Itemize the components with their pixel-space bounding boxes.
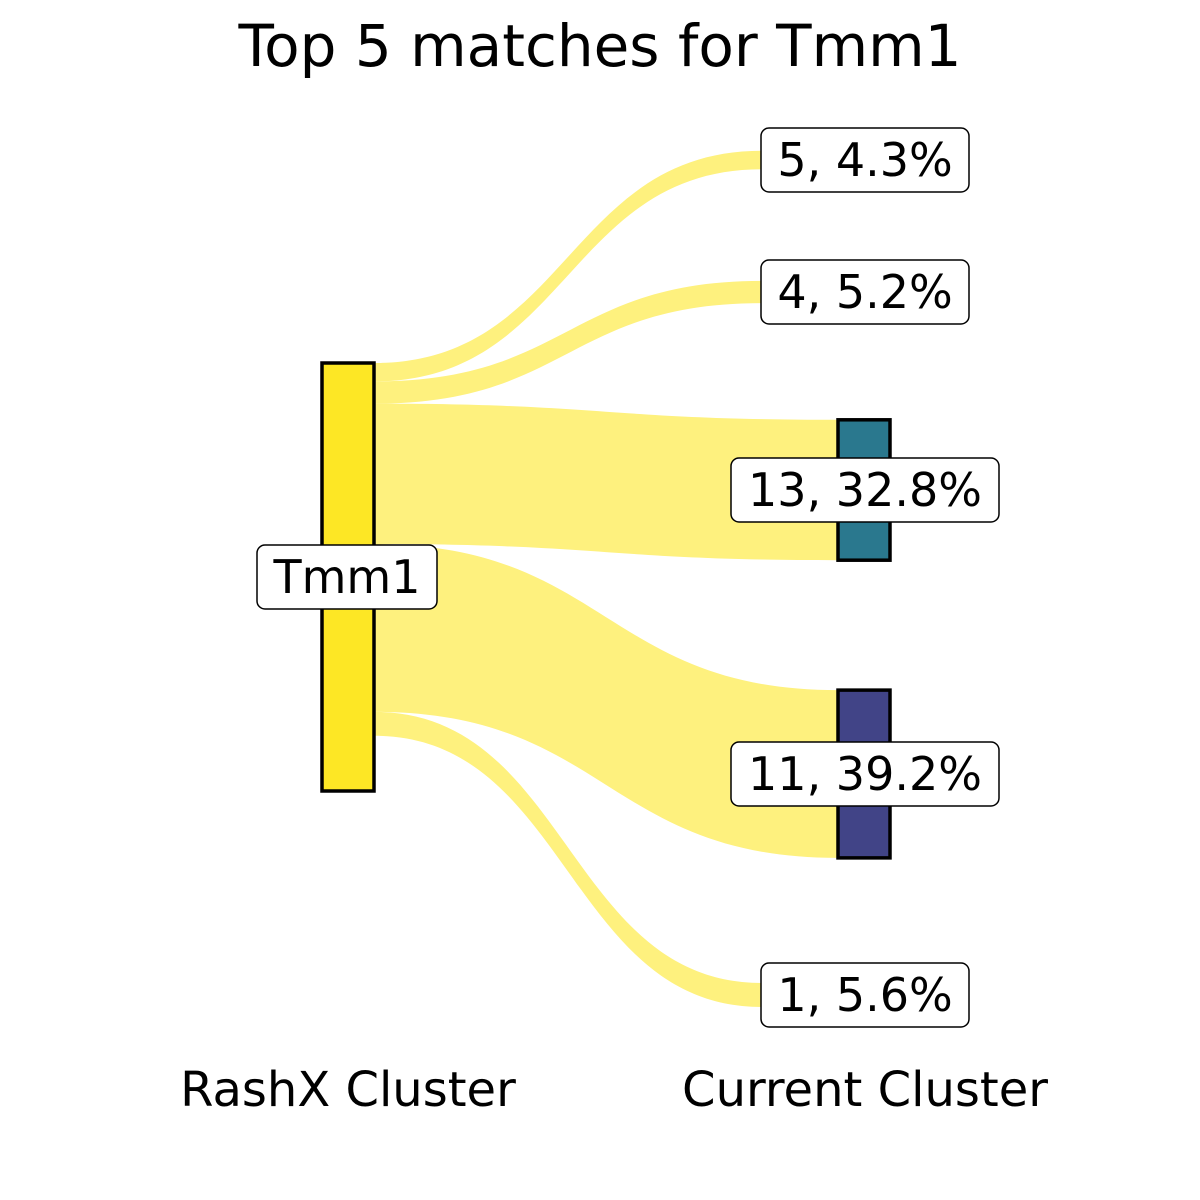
flow-to-cluster-4 xyxy=(374,280,762,404)
flow-to-cluster-11 xyxy=(374,544,838,858)
source-label: Tmm1 xyxy=(256,544,438,610)
target-label-1-box xyxy=(760,962,970,1028)
target-label-11: 11, 39.2% xyxy=(730,741,1000,807)
target-label-11-box xyxy=(730,741,1000,807)
flow-to-cluster-5 xyxy=(374,150,762,382)
target-label-11-text: 11, 39.2% xyxy=(748,747,982,801)
target-label-13-text: 13, 32.8% xyxy=(748,463,982,517)
target-label-5-text: 5, 4.3% xyxy=(777,133,952,187)
flows-layer xyxy=(374,150,838,1007)
right-axis-label: Current Cluster xyxy=(682,1062,1048,1118)
target-label-4-text: 4, 5.2% xyxy=(777,265,952,319)
target-label-1-text: 1, 5.6% xyxy=(777,968,952,1022)
target-label-13-box xyxy=(730,457,1000,523)
source-label-text: Tmm1 xyxy=(273,550,421,604)
chart-title: Top 5 matches for Tmm1 xyxy=(238,12,962,80)
target-label-13: 13, 32.8% xyxy=(730,457,1000,523)
target-label-4-box xyxy=(760,259,970,325)
labels-layer: Tmm1 5, 4.3% 4, 5.2% 13, 32.8% 11, 39.2% 1, 5… xyxy=(256,127,1000,1028)
target-label-1: 1, 5.6% xyxy=(760,962,970,1028)
flow-to-cluster-1 xyxy=(374,711,762,1007)
target-label-5: 5, 4.3% xyxy=(760,127,970,193)
flow-to-cluster-13 xyxy=(374,403,838,561)
left-axis-label: RashX Cluster xyxy=(180,1062,516,1118)
target-label-4: 4, 5.2% xyxy=(760,259,970,325)
target-label-5-box xyxy=(760,127,970,193)
source-label-box xyxy=(256,544,438,610)
